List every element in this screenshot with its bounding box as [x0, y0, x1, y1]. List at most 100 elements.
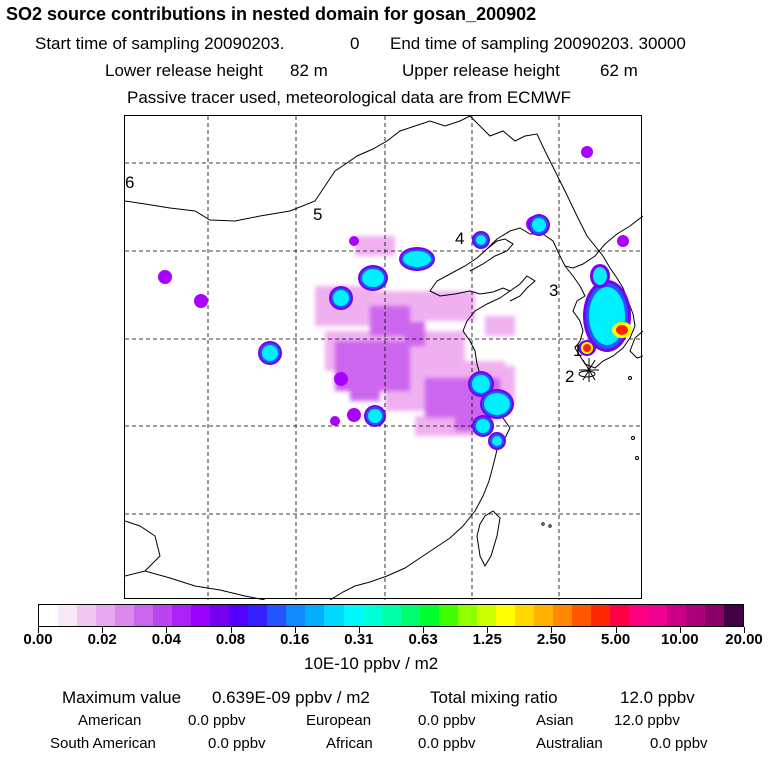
region-european-value: 0.0 ppbv [418, 712, 476, 729]
colorbar-tick-label: 0.04 [151, 631, 181, 648]
plume-hotspot [581, 146, 593, 158]
colorbar-tick [551, 627, 553, 633]
colorbar-tick-label: 1.25 [472, 631, 502, 648]
coast-bohai [329, 238, 514, 600]
colorbar-tick [230, 627, 232, 633]
marker-1: 1 [573, 341, 582, 360]
colorbar-segment [229, 605, 249, 626]
upper-height-value: 62 m [600, 61, 638, 80]
border-southwest [125, 520, 161, 572]
colorbar-segment [305, 605, 325, 626]
plume-hotspot-core [476, 419, 490, 433]
plume-korea-south-red [583, 344, 591, 352]
marker-6: 6 [125, 173, 134, 192]
colorbar-segment [648, 605, 668, 626]
plume-hotspot-core [333, 290, 349, 306]
plume-korea-red [616, 325, 628, 335]
plume-hotspots [158, 146, 632, 450]
region-african-label: African [326, 735, 373, 752]
plume-hotspot [158, 270, 172, 284]
map-canvas: 1 2 3 4 5 6 [125, 116, 643, 600]
colorbar-segment [514, 605, 534, 626]
lower-height-label: Lower release height [105, 61, 263, 80]
coastlines [125, 116, 643, 600]
colorbar-segment [724, 605, 744, 626]
colorbar-segment [438, 605, 458, 626]
plume-hotspot-core [262, 345, 278, 361]
region-european-label: European [306, 712, 372, 729]
plume-mid-area [350, 386, 380, 401]
start-time-value: 0 [350, 34, 360, 53]
plume-mid-area [335, 341, 410, 391]
upper-height-label: Upper release height [402, 61, 560, 80]
grid-lines [125, 116, 643, 600]
colorbar-tick [102, 627, 104, 633]
colorbar-tick-label: 0.63 [408, 631, 438, 648]
coast-liaodong [509, 275, 536, 302]
marker-5: 5 [313, 205, 322, 224]
model-note: Passive tracer used, meteorological data… [127, 88, 572, 107]
colorbar-segment [191, 605, 211, 626]
plume-hotspot [334, 372, 348, 386]
colorbar-segment [153, 605, 173, 626]
plume-hotspot [349, 236, 359, 246]
colorbar-unit: 10E-10 ppbv / m2 [304, 654, 439, 673]
colorbar-segment [419, 605, 439, 626]
start-time-label: Start time of sampling 20090203. [35, 34, 285, 53]
colorbar-tick-label: 5.00 [601, 631, 631, 648]
colorbar-segment [705, 605, 725, 626]
colorbar-segment [248, 605, 268, 626]
plume-hotspot [347, 408, 361, 422]
colorbar-segment [590, 605, 610, 626]
colorbar-segment [628, 605, 648, 626]
colorbar-segment [571, 605, 591, 626]
map-title: SO2 source contributions in nested domai… [6, 4, 537, 24]
coast-south [125, 570, 266, 600]
marker-4: 4 [455, 229, 464, 248]
colorbar-segment [324, 605, 344, 626]
plume-hotspot-core [476, 235, 486, 245]
colorbar-tick [166, 627, 168, 633]
colorbar-segment [77, 605, 97, 626]
plume-mid-area [375, 316, 395, 331]
region-american-value: 0.0 ppbv [188, 712, 246, 729]
plume-light-area [355, 236, 395, 256]
max-value: 0.639E-09 ppbv / m2 [212, 688, 370, 707]
island-taiwan [476, 510, 501, 568]
colorbar-tick-label: 0.16 [280, 631, 310, 648]
asterisk-icon [579, 358, 599, 382]
colorbar-segment [686, 605, 706, 626]
region-south-american-value: 0.0 ppbv [208, 735, 266, 752]
colorbar-segment [476, 605, 496, 626]
colorbar-segment [457, 605, 477, 626]
colorbar-segment [115, 605, 135, 626]
coast-japan [629, 330, 643, 359]
colorbar-segment [495, 605, 515, 626]
plume-hotspot-core [472, 375, 490, 393]
island-jeju [578, 370, 596, 378]
plume-mid-field [335, 306, 500, 431]
plume-hotspot-core [532, 218, 546, 232]
region-south-american-label: South American [50, 735, 156, 752]
colorbar-tick [744, 627, 745, 633]
colorbar-tick-label: 0.08 [215, 631, 246, 648]
colorbar-tick [38, 627, 39, 633]
colorbar-segment [39, 605, 59, 626]
colorbar-segment [667, 605, 687, 626]
plume-hotspot-core [362, 269, 384, 287]
plume-mid-area [405, 321, 425, 346]
colorbar-segment [267, 605, 287, 626]
total-mixing-label: Total mixing ratio [430, 688, 558, 707]
region-african-value: 0.0 ppbv [418, 735, 476, 752]
colorbar-segment [172, 605, 192, 626]
colorbar-tick [487, 627, 489, 633]
plume-hotspot [330, 416, 340, 426]
border-korea-north [486, 215, 643, 269]
region-american-label: American [78, 712, 142, 729]
plume-hotspot [194, 294, 208, 308]
colorbar-tick-label: 0.00 [23, 631, 53, 648]
marker-2: 2 [565, 367, 574, 386]
colorbar-segment [96, 605, 116, 626]
plume-hotspot-core [403, 251, 431, 267]
colorbar-tick-label: 20.00 [725, 631, 763, 648]
